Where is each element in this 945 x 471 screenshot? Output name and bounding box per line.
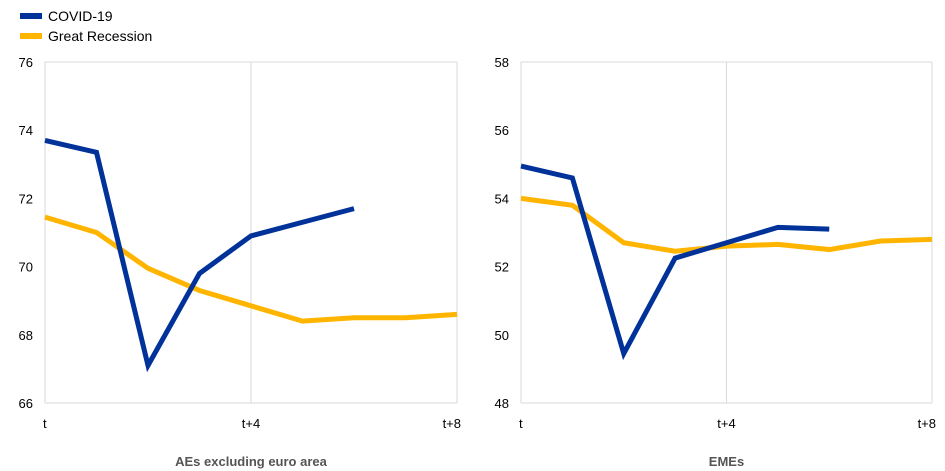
chart-title: EMEs [709, 454, 744, 469]
series-line-great-recession [44, 214, 458, 324]
legend-item-covid: COVID-19 [20, 6, 152, 26]
legend-swatch-covid [20, 13, 42, 19]
legend-label-great-recession: Great Recession [48, 28, 153, 44]
x-tick-label: t [43, 416, 47, 431]
x-tick-label: t+4 [717, 416, 735, 431]
y-tick-label: 76 [19, 55, 33, 70]
chart-title: AEs excluding euro area [175, 454, 327, 469]
legend-item-great-recession: Great Recession [20, 26, 152, 46]
x-tick-label: t+8 [443, 416, 461, 431]
y-tick-label: 66 [19, 396, 33, 411]
legend-swatch-great-recession [20, 33, 42, 39]
x-tick-label: t+8 [918, 416, 936, 431]
x-tick-label: t [519, 416, 523, 431]
chart-panel-0: 66 68 70 72 74 76 t t+4 t+8 AEs excluding euro ar… [19, 55, 461, 469]
y-tick-label: 54 [495, 191, 509, 206]
y-tick-label: 52 [495, 260, 509, 275]
series-line-great-recession [520, 195, 933, 254]
x-tick-label: t+4 [242, 416, 260, 431]
y-tick-label: 58 [495, 55, 509, 70]
y-tick-label: 48 [495, 396, 509, 411]
chart-panel-1: 48 50 52 54 56 58 t t+4 t+8 EMEs [495, 55, 936, 469]
y-tick-label: 74 [19, 123, 33, 138]
y-tick-label: 72 [19, 191, 33, 206]
legend-label-covid: COVID-19 [48, 8, 113, 24]
y-tick-label: 50 [495, 328, 509, 343]
y-tick-label: 70 [19, 260, 33, 275]
series-line-covid-19 [520, 163, 830, 361]
y-tick-label: 56 [495, 123, 509, 138]
legend: COVID-19 Great Recession [20, 6, 152, 46]
series-line-covid-19 [44, 137, 355, 373]
y-tick-label: 68 [19, 328, 33, 343]
